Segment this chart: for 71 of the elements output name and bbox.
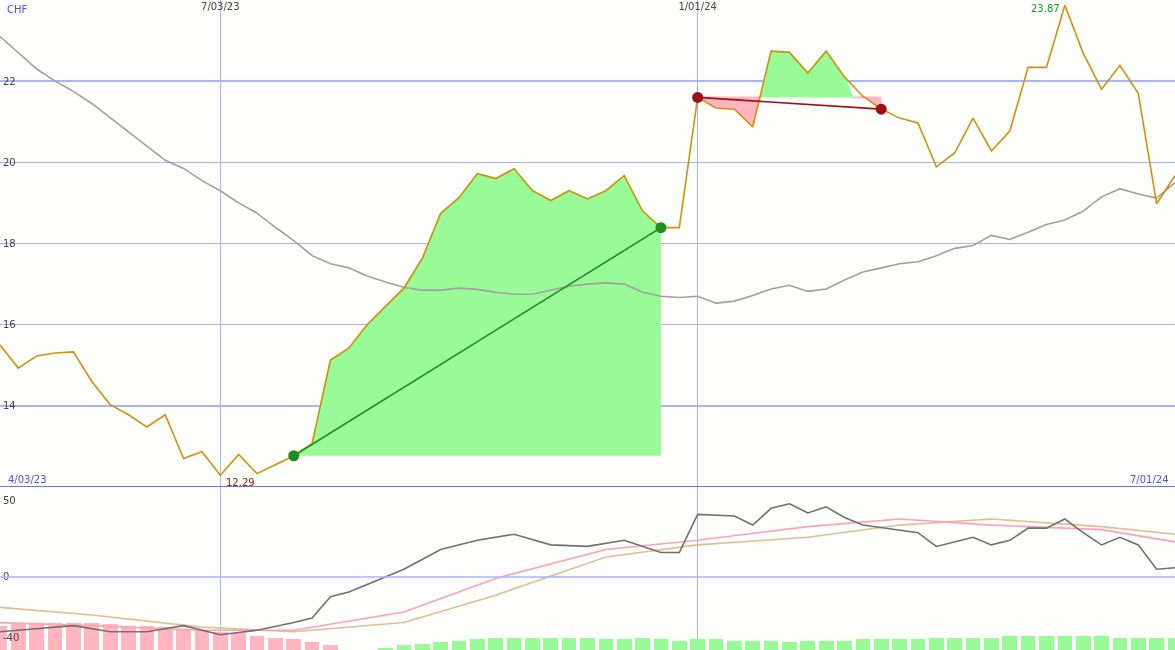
bar bbox=[433, 642, 448, 650]
point bbox=[875, 103, 887, 115]
bar bbox=[1039, 636, 1054, 650]
bar bbox=[635, 637, 650, 650]
line-series bbox=[0, 35, 1175, 304]
y-tick-label: 20 bbox=[3, 156, 16, 168]
y-tick-label: 22 bbox=[3, 75, 16, 87]
bar bbox=[470, 639, 485, 650]
bar bbox=[892, 639, 907, 650]
bar bbox=[451, 640, 467, 650]
annotation: 7/01/24 bbox=[1130, 474, 1169, 485]
bar bbox=[727, 640, 742, 650]
bar bbox=[231, 633, 247, 650]
point bbox=[655, 222, 667, 234]
bar bbox=[212, 631, 228, 650]
bar bbox=[1149, 637, 1164, 650]
y-tick-label: -40 bbox=[3, 632, 20, 644]
bar bbox=[488, 637, 504, 650]
annotation: 23.87 bbox=[1031, 3, 1060, 14]
bar bbox=[745, 640, 761, 650]
bar bbox=[304, 642, 320, 650]
bar bbox=[598, 639, 614, 650]
y-tick-label: 50 bbox=[3, 495, 16, 507]
bar bbox=[323, 645, 338, 650]
bar bbox=[671, 640, 687, 650]
y-tick-label: 18 bbox=[3, 238, 16, 249]
point bbox=[692, 91, 704, 103]
bar bbox=[928, 637, 944, 650]
bar bbox=[525, 637, 540, 650]
bar bbox=[984, 637, 999, 650]
annotation: 4/03/23 bbox=[8, 474, 47, 485]
y-tick-label: 16 bbox=[3, 319, 16, 331]
bar bbox=[837, 640, 852, 650]
bar bbox=[965, 637, 981, 650]
y-tick-label: 0 bbox=[3, 571, 10, 583]
bar bbox=[690, 639, 705, 650]
bar bbox=[947, 637, 963, 650]
bar bbox=[268, 637, 283, 650]
bar bbox=[1075, 636, 1091, 650]
bar bbox=[1094, 636, 1109, 650]
bar bbox=[818, 640, 834, 650]
bar bbox=[653, 639, 669, 650]
point bbox=[288, 450, 300, 462]
bar bbox=[782, 642, 797, 650]
bar bbox=[176, 628, 191, 650]
bar bbox=[249, 636, 265, 650]
x-tick-label: 7/03/23 bbox=[201, 1, 240, 12]
bar bbox=[763, 640, 779, 650]
bar bbox=[543, 637, 559, 650]
bar bbox=[1112, 637, 1128, 650]
x-tick-label: 1/01/24 bbox=[678, 1, 717, 12]
bar bbox=[800, 640, 816, 650]
bar bbox=[1020, 636, 1036, 650]
y-tick-label: 14 bbox=[3, 400, 16, 412]
bar bbox=[580, 637, 595, 650]
line-series bbox=[0, 4, 1175, 477]
bar bbox=[561, 637, 577, 650]
bar bbox=[616, 639, 632, 650]
bar bbox=[708, 639, 724, 650]
bar bbox=[1002, 636, 1018, 650]
bar bbox=[506, 637, 522, 650]
bar bbox=[1130, 637, 1146, 650]
bar bbox=[855, 639, 871, 650]
bar bbox=[286, 639, 302, 650]
annotation: 12.29 bbox=[226, 477, 255, 488]
bar bbox=[414, 643, 430, 650]
bar bbox=[873, 639, 889, 650]
bar bbox=[396, 645, 412, 650]
y-axis-title: CHF bbox=[7, 4, 28, 15]
bar bbox=[1057, 636, 1073, 650]
bar bbox=[910, 639, 926, 650]
